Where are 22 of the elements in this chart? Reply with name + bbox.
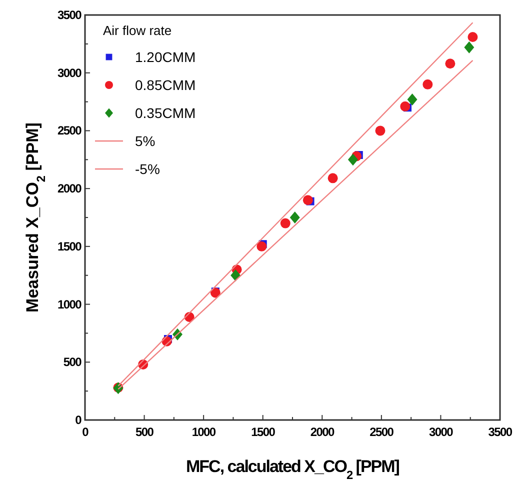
x-axis-title: MFC, calculated X_CO$_{2}$ [PPM] xyxy=(186,457,400,482)
legend-label: 0.35CMM xyxy=(135,105,196,121)
y-tick-label: 2500 xyxy=(58,124,82,138)
y-tick-label: 1500 xyxy=(58,239,82,254)
x-tick-label: 2500 xyxy=(370,425,394,439)
x-tick-label: 1000 xyxy=(192,425,216,439)
legend-label: -5% xyxy=(135,161,160,177)
x-tick-label: 3000 xyxy=(428,425,454,439)
x-tick-label: 3500 xyxy=(488,425,513,439)
y-tick-label: 1000 xyxy=(58,297,82,312)
y-tick-label: 3500 xyxy=(58,8,82,22)
y-tick-label: 0 xyxy=(75,413,82,427)
x-tick-label: 2000 xyxy=(310,425,336,439)
y-tick-label: 2000 xyxy=(58,182,82,196)
y-tick-label: 500 xyxy=(63,355,82,370)
y-tick-label: 3000 xyxy=(58,66,82,80)
legend-label: 5% xyxy=(135,133,156,149)
legend-label: 1.20CMM xyxy=(135,49,196,65)
legend-label: 0.85CMM xyxy=(135,77,196,93)
x-tick-label: 1500 xyxy=(251,425,276,439)
x-tick-label: 500 xyxy=(135,425,154,439)
legend-title: Air flow rate xyxy=(103,23,172,38)
